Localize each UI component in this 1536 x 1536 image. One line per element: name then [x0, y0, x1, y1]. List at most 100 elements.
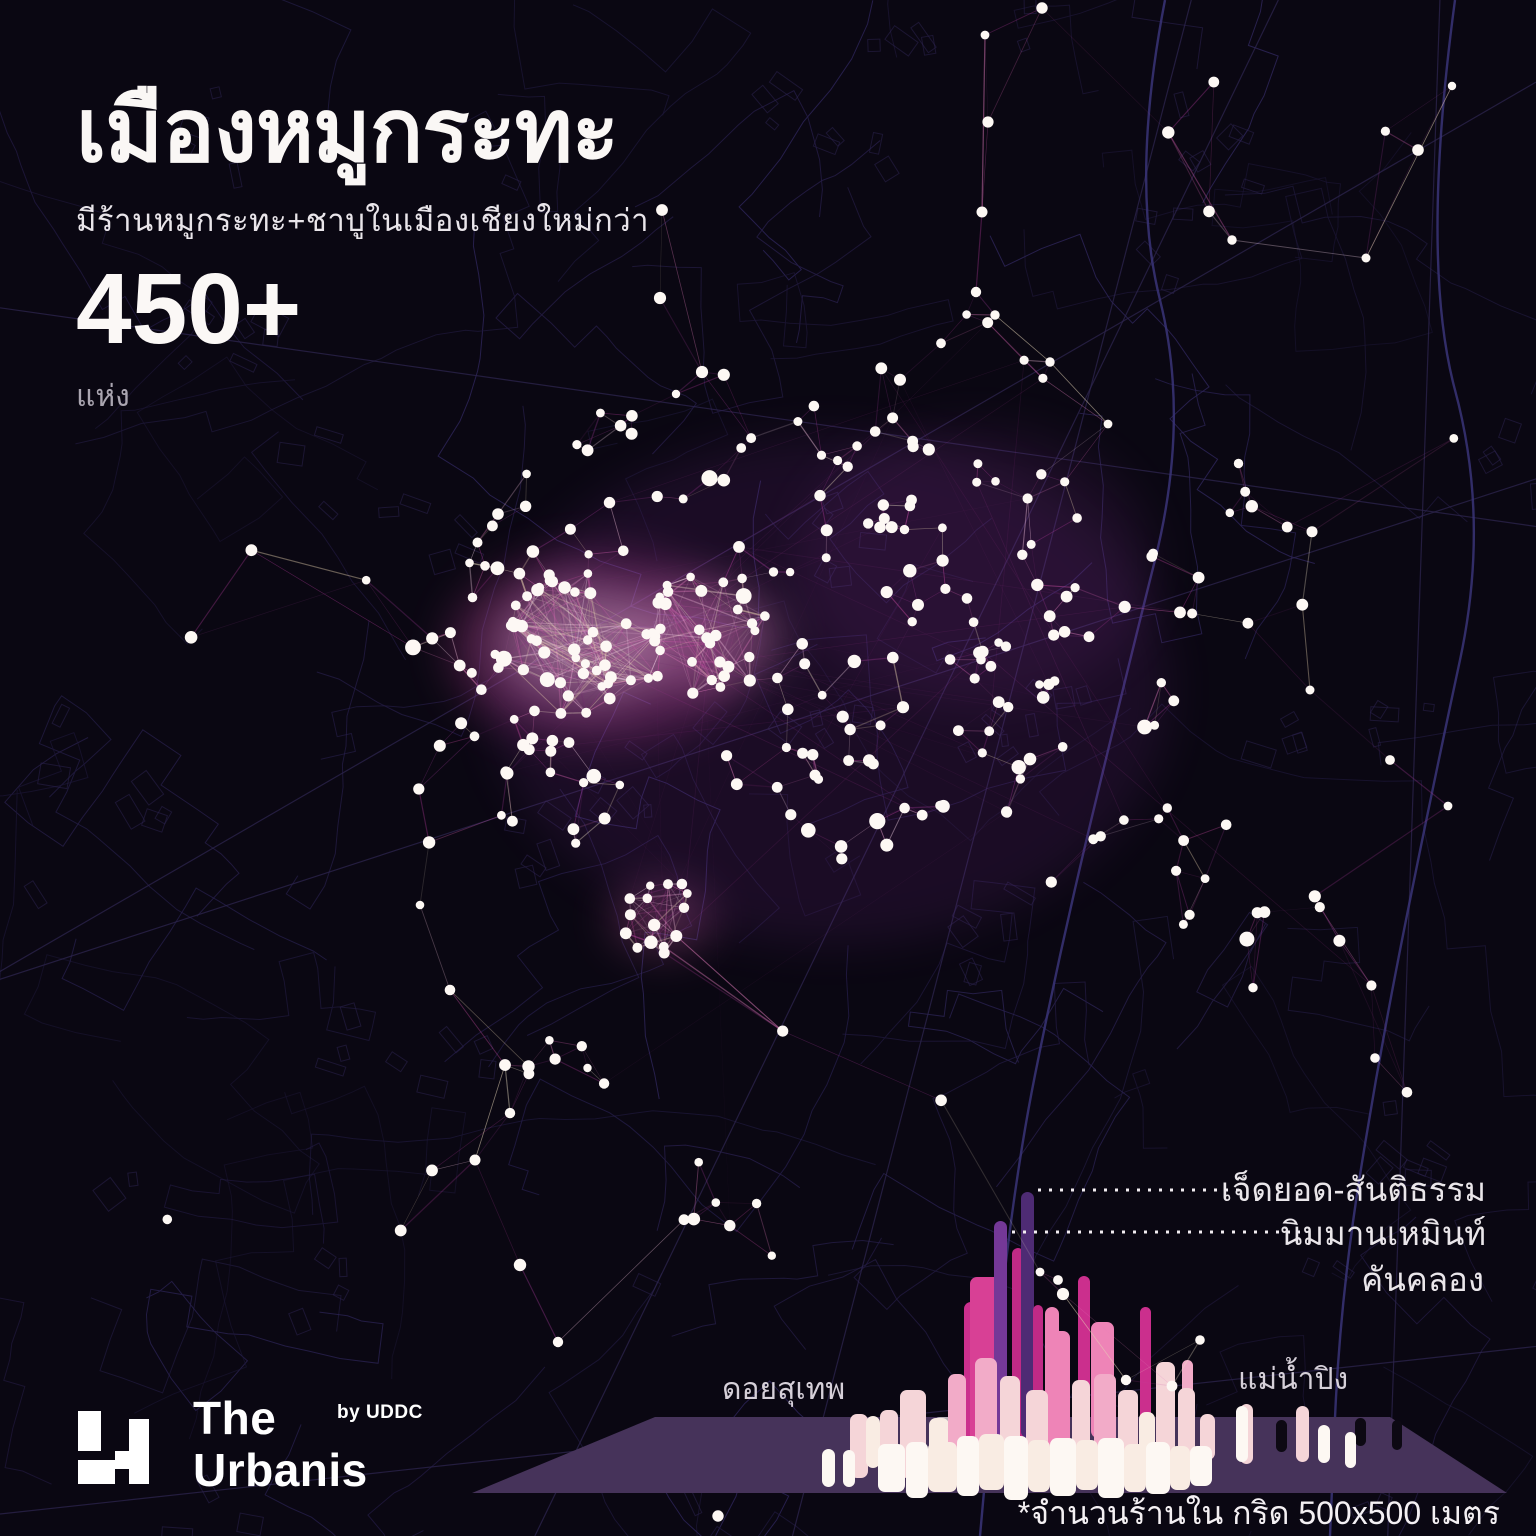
restaurant-node	[1184, 909, 1195, 920]
restaurant-node	[799, 658, 811, 670]
restaurant-node	[1045, 357, 1055, 367]
restaurant-node	[816, 450, 827, 460]
restaurant-node	[972, 477, 982, 487]
restaurant-node	[907, 617, 917, 627]
restaurant-node	[976, 206, 988, 218]
restaurant-node	[944, 654, 956, 665]
restaurant-node	[717, 473, 731, 487]
restaurant-node	[444, 984, 456, 996]
restaurant-node	[781, 742, 792, 753]
restaurant-node	[1057, 742, 1068, 752]
restaurant-node	[1011, 760, 1026, 775]
restaurant-node	[1162, 803, 1173, 813]
restaurant-node	[744, 651, 755, 663]
restaurant-node	[413, 783, 425, 795]
restaurant-node	[991, 477, 1000, 486]
restaurant-node	[644, 935, 658, 949]
restaurant-node	[1220, 819, 1232, 831]
restaurant-node	[687, 1212, 701, 1226]
restaurant-node	[476, 684, 487, 695]
restaurant-node	[466, 667, 477, 678]
restaurant-node	[581, 707, 592, 718]
restaurant-node	[785, 567, 795, 577]
restaurant-node	[499, 1059, 511, 1071]
restaurant-node	[760, 611, 770, 621]
restaurant-node	[721, 750, 733, 762]
restaurant-node	[982, 317, 994, 329]
restaurant-node	[522, 591, 533, 602]
restaurant-node	[899, 802, 910, 814]
restaurant-node	[546, 734, 559, 747]
restaurant-node	[1154, 814, 1164, 824]
restaurant-node	[558, 581, 571, 594]
restaurant-node	[422, 836, 436, 849]
restaurant-node	[469, 1154, 481, 1166]
restaurant-node	[649, 635, 661, 647]
restaurant-node	[768, 567, 779, 577]
restaurant-node	[487, 520, 498, 532]
chart-bar	[1076, 1440, 1098, 1490]
restaurant-node	[620, 618, 632, 630]
restaurant-node	[655, 623, 666, 634]
restaurant-node	[577, 667, 590, 680]
restaurant-node	[767, 1251, 776, 1260]
chart-bar	[1345, 1432, 1356, 1468]
restaurant-node	[598, 1078, 610, 1089]
restaurant-node	[648, 918, 661, 932]
restaurant-node	[1060, 590, 1073, 603]
restaurant-node	[625, 675, 636, 686]
restaurant-node	[1195, 1335, 1205, 1345]
restaurant-node	[647, 628, 657, 638]
restaurant-node	[526, 545, 540, 558]
river-path	[1328, 0, 1476, 1536]
restaurant-node	[980, 30, 990, 40]
restaurant-node	[670, 930, 683, 942]
restaurant-node	[583, 569, 593, 578]
restaurant-node	[426, 1164, 438, 1177]
restaurant-node	[508, 616, 518, 627]
restaurant-node	[539, 672, 555, 688]
chart-bar	[1318, 1425, 1330, 1463]
restaurant-node	[453, 659, 466, 672]
restaurant-node	[580, 659, 591, 669]
restaurant-node	[626, 410, 638, 422]
restaurant-node	[1049, 676, 1060, 686]
restaurant-node	[678, 494, 688, 504]
restaurant-node	[526, 732, 539, 745]
restaurant-node	[603, 496, 616, 509]
restaurant-node	[896, 701, 910, 714]
restaurant-node	[562, 690, 574, 702]
restaurant-node	[653, 291, 667, 305]
restaurant-node	[1412, 144, 1424, 156]
restaurant-node	[922, 443, 935, 456]
chart-bar	[1028, 1440, 1050, 1492]
restaurant-node	[962, 310, 971, 319]
restaurant-node	[598, 812, 611, 825]
restaurant-node	[724, 1219, 736, 1232]
restaurant-node	[878, 513, 890, 524]
restaurant-node	[465, 558, 474, 568]
restaurant-node	[552, 1336, 564, 1348]
restaurant-node	[836, 853, 848, 865]
restaurant-node	[969, 673, 980, 684]
restaurant-node	[1035, 680, 1044, 689]
restaurant-node	[1035, 1267, 1045, 1277]
restaurant-node	[614, 419, 627, 432]
restaurant-node	[782, 703, 794, 716]
restaurant-node	[510, 600, 521, 611]
restaurant-node	[568, 643, 581, 656]
restaurant-node	[1119, 815, 1129, 825]
restaurant-node	[843, 755, 854, 766]
restaurant-node	[694, 624, 705, 636]
restaurant-node	[701, 470, 718, 487]
restaurant-node	[517, 664, 530, 676]
restaurant-node	[695, 584, 708, 597]
restaurant-node	[1019, 355, 1029, 365]
restaurant-node	[1166, 1380, 1178, 1392]
restaurant-node	[513, 567, 526, 580]
restaurant-node	[1060, 477, 1070, 487]
restaurant-node	[937, 799, 950, 813]
restaurant-node	[992, 696, 1005, 708]
restaurant-node	[704, 637, 716, 649]
